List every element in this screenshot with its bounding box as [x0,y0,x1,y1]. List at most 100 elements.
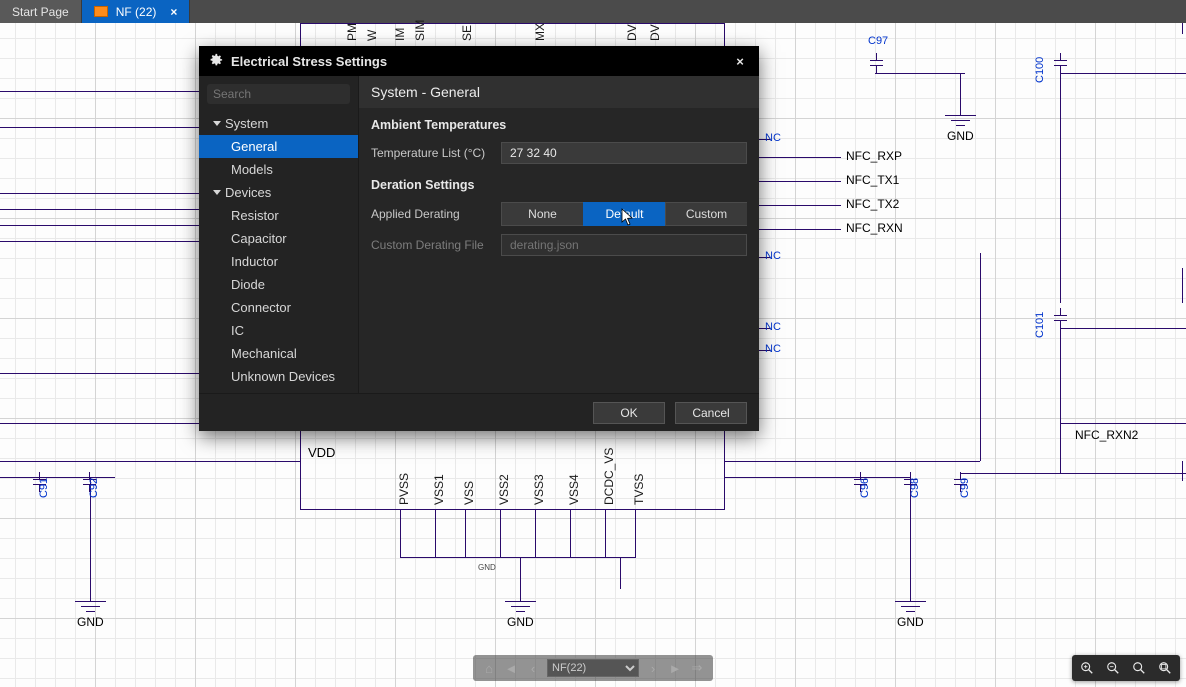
search-input[interactable] [213,87,368,101]
nav-prev-icon[interactable]: ‹ [525,661,541,676]
derating-default[interactable]: Default [583,202,665,226]
derating-file-label: Custom Derating File [371,238,491,252]
tree-item-general[interactable]: General [199,135,358,158]
net-wire [1182,461,1183,481]
derating-none[interactable]: None [501,202,583,226]
close-icon[interactable]: × [170,5,177,19]
pin-label: IM [393,28,407,41]
tree-item-unknown[interactable]: Unknown Devices [199,365,358,388]
net-wire [1060,73,1061,303]
pin-wire [465,510,466,557]
tree-item-models[interactable]: Models [199,158,358,181]
zoom-fit-icon[interactable] [1128,658,1150,678]
gnd-label: GND [507,615,534,629]
electrical-stress-settings-dialog: Electrical Stress Settings × System Gene… [199,46,759,431]
gnd-label: GND [77,615,104,629]
pin-wire [435,510,436,557]
cancel-button[interactable]: Cancel [675,402,747,424]
zoom-toolbar [1072,655,1180,681]
dialog-footer: OK Cancel [199,393,759,431]
net-wire [0,225,200,226]
nav-next-icon[interactable]: › [645,661,661,676]
tree-item-resistor[interactable]: Resistor [199,204,358,227]
tree-item-capacitor[interactable]: Capacitor [199,227,358,250]
refdes: C97 [868,35,888,47]
settings-panel: System - General Ambient Temperatures Te… [359,76,759,393]
pin-label: MX [533,23,547,41]
pin-label: VSS1 [432,474,446,505]
pin-wire [570,510,571,557]
tab-label: Start Page [12,5,69,19]
net-label: NFC_RXN [846,221,903,235]
net-wire [0,193,200,194]
pin-label: PM [345,23,359,41]
pin-wire [605,510,606,557]
gear-icon [209,53,223,70]
net-wire [0,373,200,374]
refdes: C101 [1034,312,1046,338]
dialog-titlebar[interactable]: Electrical Stress Settings × [199,46,759,76]
temp-list-input[interactable] [501,142,747,164]
net-wire [1182,23,1183,34]
refdes: C92 [88,478,100,498]
zoom-in-icon[interactable] [1076,658,1098,678]
nc-label: NC [765,321,781,333]
tab-start-page[interactable]: Start Page [0,0,82,23]
pin-wire [535,510,536,557]
pin-label: DV [625,24,639,41]
net-wire [875,73,965,74]
net-wire [0,127,200,128]
nav-fwd-icon[interactable]: ► [667,661,683,676]
tree-item-diode[interactable]: Diode [199,273,358,296]
derating-custom[interactable]: Custom [665,202,747,226]
ok-button[interactable]: OK [593,402,665,424]
temp-list-label: Temperature List (°C) [371,146,491,160]
nav-doc-select[interactable]: NF(22) [547,659,639,677]
net-label: NFC_RXP [846,149,902,163]
vdd-label: VDD [308,445,335,460]
tree-item-system[interactable]: System [199,112,358,135]
pin-wire [500,510,501,557]
pin-wire [635,510,636,557]
refdes: C91 [38,478,50,498]
close-icon[interactable]: × [731,54,749,69]
bus-wire [620,557,621,589]
refdes: C98 [909,478,921,498]
net-wire [0,209,200,210]
ambient-temp-header: Ambient Temperatures [359,108,759,138]
refdes: C100 [1034,57,1046,83]
tree-item-mechanical[interactable]: Mechanical [199,342,358,365]
refdes: C96 [859,478,871,498]
tab-label: NF (22) [116,5,157,19]
net-wire [1060,423,1186,424]
zoom-out-icon[interactable] [1102,658,1124,678]
pin-label: DCDC_VS [602,448,616,505]
pin-label: TVSS [632,474,646,505]
tree-item-devices[interactable]: Devices [199,181,358,204]
pin-label: VSS [462,481,476,505]
tab-nf22[interactable]: NF (22) × [82,0,191,23]
applied-derating-label: Applied Derating [371,207,491,221]
tree-item-inductor[interactable]: Inductor [199,250,358,273]
tree-item-connector[interactable]: Connector [199,296,358,319]
pin-label: VSS4 [567,474,581,505]
tree-item-ic[interactable]: IC [199,319,358,342]
net-label: NFC_TX1 [846,173,899,187]
net-wire [1060,73,1186,74]
net-wire [980,253,981,461]
derating-segmented: None Default Custom [501,202,747,226]
net-wire [0,461,300,462]
search-box[interactable] [207,84,350,104]
zoom-region-icon[interactable] [1154,658,1176,678]
net-wire [960,73,961,105]
nav-end-icon[interactable]: ⇒ [689,660,705,676]
net-label: NFC_RXN2 [1075,428,1138,442]
nc-label: NC [765,343,781,355]
deration-header: Deration Settings [359,168,759,198]
net-wire [0,91,200,92]
pin-label: W [365,30,379,41]
nav-home-icon[interactable]: ⌂ [481,661,497,676]
net-wire [725,461,980,462]
nav-back-icon[interactable]: ◄ [503,661,519,676]
panel-heading: System - General [359,76,759,108]
